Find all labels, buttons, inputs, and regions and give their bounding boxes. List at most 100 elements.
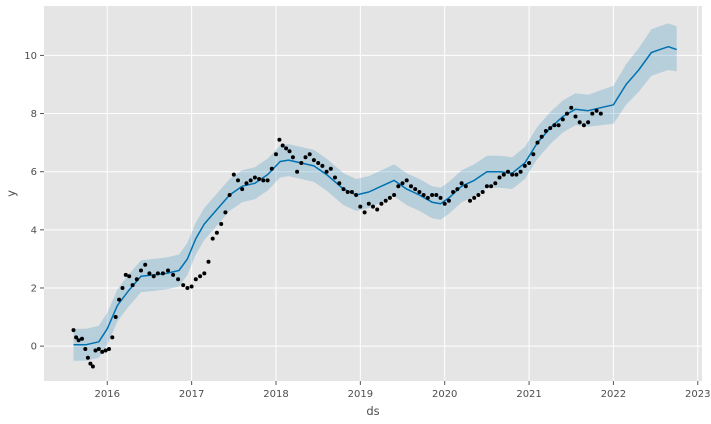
data-point — [409, 184, 413, 189]
data-point — [375, 207, 380, 212]
data-point — [265, 178, 270, 183]
data-point — [358, 204, 363, 209]
data-point — [252, 175, 257, 180]
data-point — [176, 277, 181, 282]
data-point — [269, 166, 274, 171]
data-point — [446, 198, 451, 203]
data-point — [404, 178, 409, 183]
data-point — [468, 198, 472, 203]
data-point — [598, 111, 603, 116]
data-point — [594, 108, 599, 113]
data-point — [227, 193, 232, 197]
data-point — [134, 277, 139, 282]
data-point — [586, 120, 591, 125]
data-point — [88, 361, 93, 366]
data-point — [345, 190, 350, 194]
data-point — [240, 187, 245, 192]
data-point — [127, 274, 132, 279]
data-point — [392, 193, 397, 197]
data-point — [113, 315, 118, 319]
data-point — [531, 152, 536, 157]
data-point — [489, 184, 494, 189]
data-point — [244, 181, 249, 186]
data-point — [80, 336, 84, 341]
data-point — [143, 262, 148, 267]
data-point — [539, 134, 544, 139]
uncertainty-band — [73, 23, 677, 361]
data-point — [484, 184, 489, 189]
data-point — [527, 161, 532, 165]
y-tick-label: 6 — [31, 167, 37, 178]
data-point — [413, 187, 418, 192]
data-point — [257, 177, 262, 181]
y-tick-label: 8 — [31, 109, 37, 120]
data-point — [117, 297, 122, 302]
forecast-line — [73, 45, 677, 346]
data-point — [514, 172, 519, 177]
data-point — [362, 210, 367, 215]
data-point — [493, 181, 498, 186]
data-point — [543, 129, 548, 133]
data-point — [451, 190, 456, 194]
x-tick-label: 2021 — [516, 389, 541, 400]
data-point — [400, 181, 405, 186]
y-tick-label: 2 — [31, 283, 37, 294]
data-point — [290, 155, 295, 160]
data-point — [123, 272, 128, 277]
data-point — [472, 195, 477, 200]
data-point — [287, 149, 292, 154]
data-point — [324, 169, 329, 174]
data-point — [100, 349, 105, 354]
data-point — [573, 114, 578, 119]
data-point — [231, 172, 236, 177]
data-point — [459, 181, 464, 186]
data-point — [383, 198, 388, 203]
plot-area — [44, 6, 702, 381]
data-point — [147, 271, 152, 276]
data-point — [337, 181, 342, 186]
data-point — [476, 193, 481, 197]
data-point — [219, 222, 224, 226]
x-tick-label: 2017 — [179, 389, 204, 400]
observed-points — [71, 105, 603, 369]
data-point — [387, 195, 392, 200]
data-point — [497, 175, 502, 180]
data-point — [206, 259, 211, 264]
data-point — [501, 172, 506, 177]
y-tick-label: 0 — [31, 342, 37, 353]
data-point — [120, 286, 125, 290]
data-point — [189, 284, 194, 289]
data-point — [328, 166, 333, 171]
data-point — [160, 271, 165, 276]
data-point — [349, 190, 354, 194]
data-point — [434, 193, 439, 197]
uncertainty-band-area — [73, 23, 677, 361]
y-axis-label: y — [4, 190, 18, 197]
data-point — [535, 140, 540, 145]
data-point — [284, 146, 289, 151]
data-point — [96, 347, 101, 351]
data-point — [130, 283, 135, 288]
data-point — [303, 155, 308, 160]
data-point — [510, 172, 515, 177]
data-point — [277, 137, 282, 142]
x-tick-label: 2023 — [685, 389, 710, 400]
y-tick-label: 10 — [24, 51, 37, 62]
data-point — [280, 143, 285, 148]
data-point — [185, 286, 190, 290]
data-point — [341, 187, 346, 192]
axis-ticks: 2016 2017 2018 2019 2020 2021 2022 2023 0 2 4 6 8 10 — [24, 51, 710, 400]
data-point — [366, 201, 371, 206]
data-point — [396, 184, 401, 189]
data-point — [214, 230, 219, 235]
x-tick-label: 2019 — [348, 389, 373, 400]
data-point — [577, 120, 582, 125]
data-point — [333, 175, 337, 180]
data-point — [90, 364, 95, 369]
x-tick-label: 2022 — [601, 389, 626, 400]
data-point — [320, 163, 325, 168]
data-point — [552, 123, 557, 128]
data-point — [181, 283, 186, 288]
x-axis-label: ds — [366, 404, 379, 418]
